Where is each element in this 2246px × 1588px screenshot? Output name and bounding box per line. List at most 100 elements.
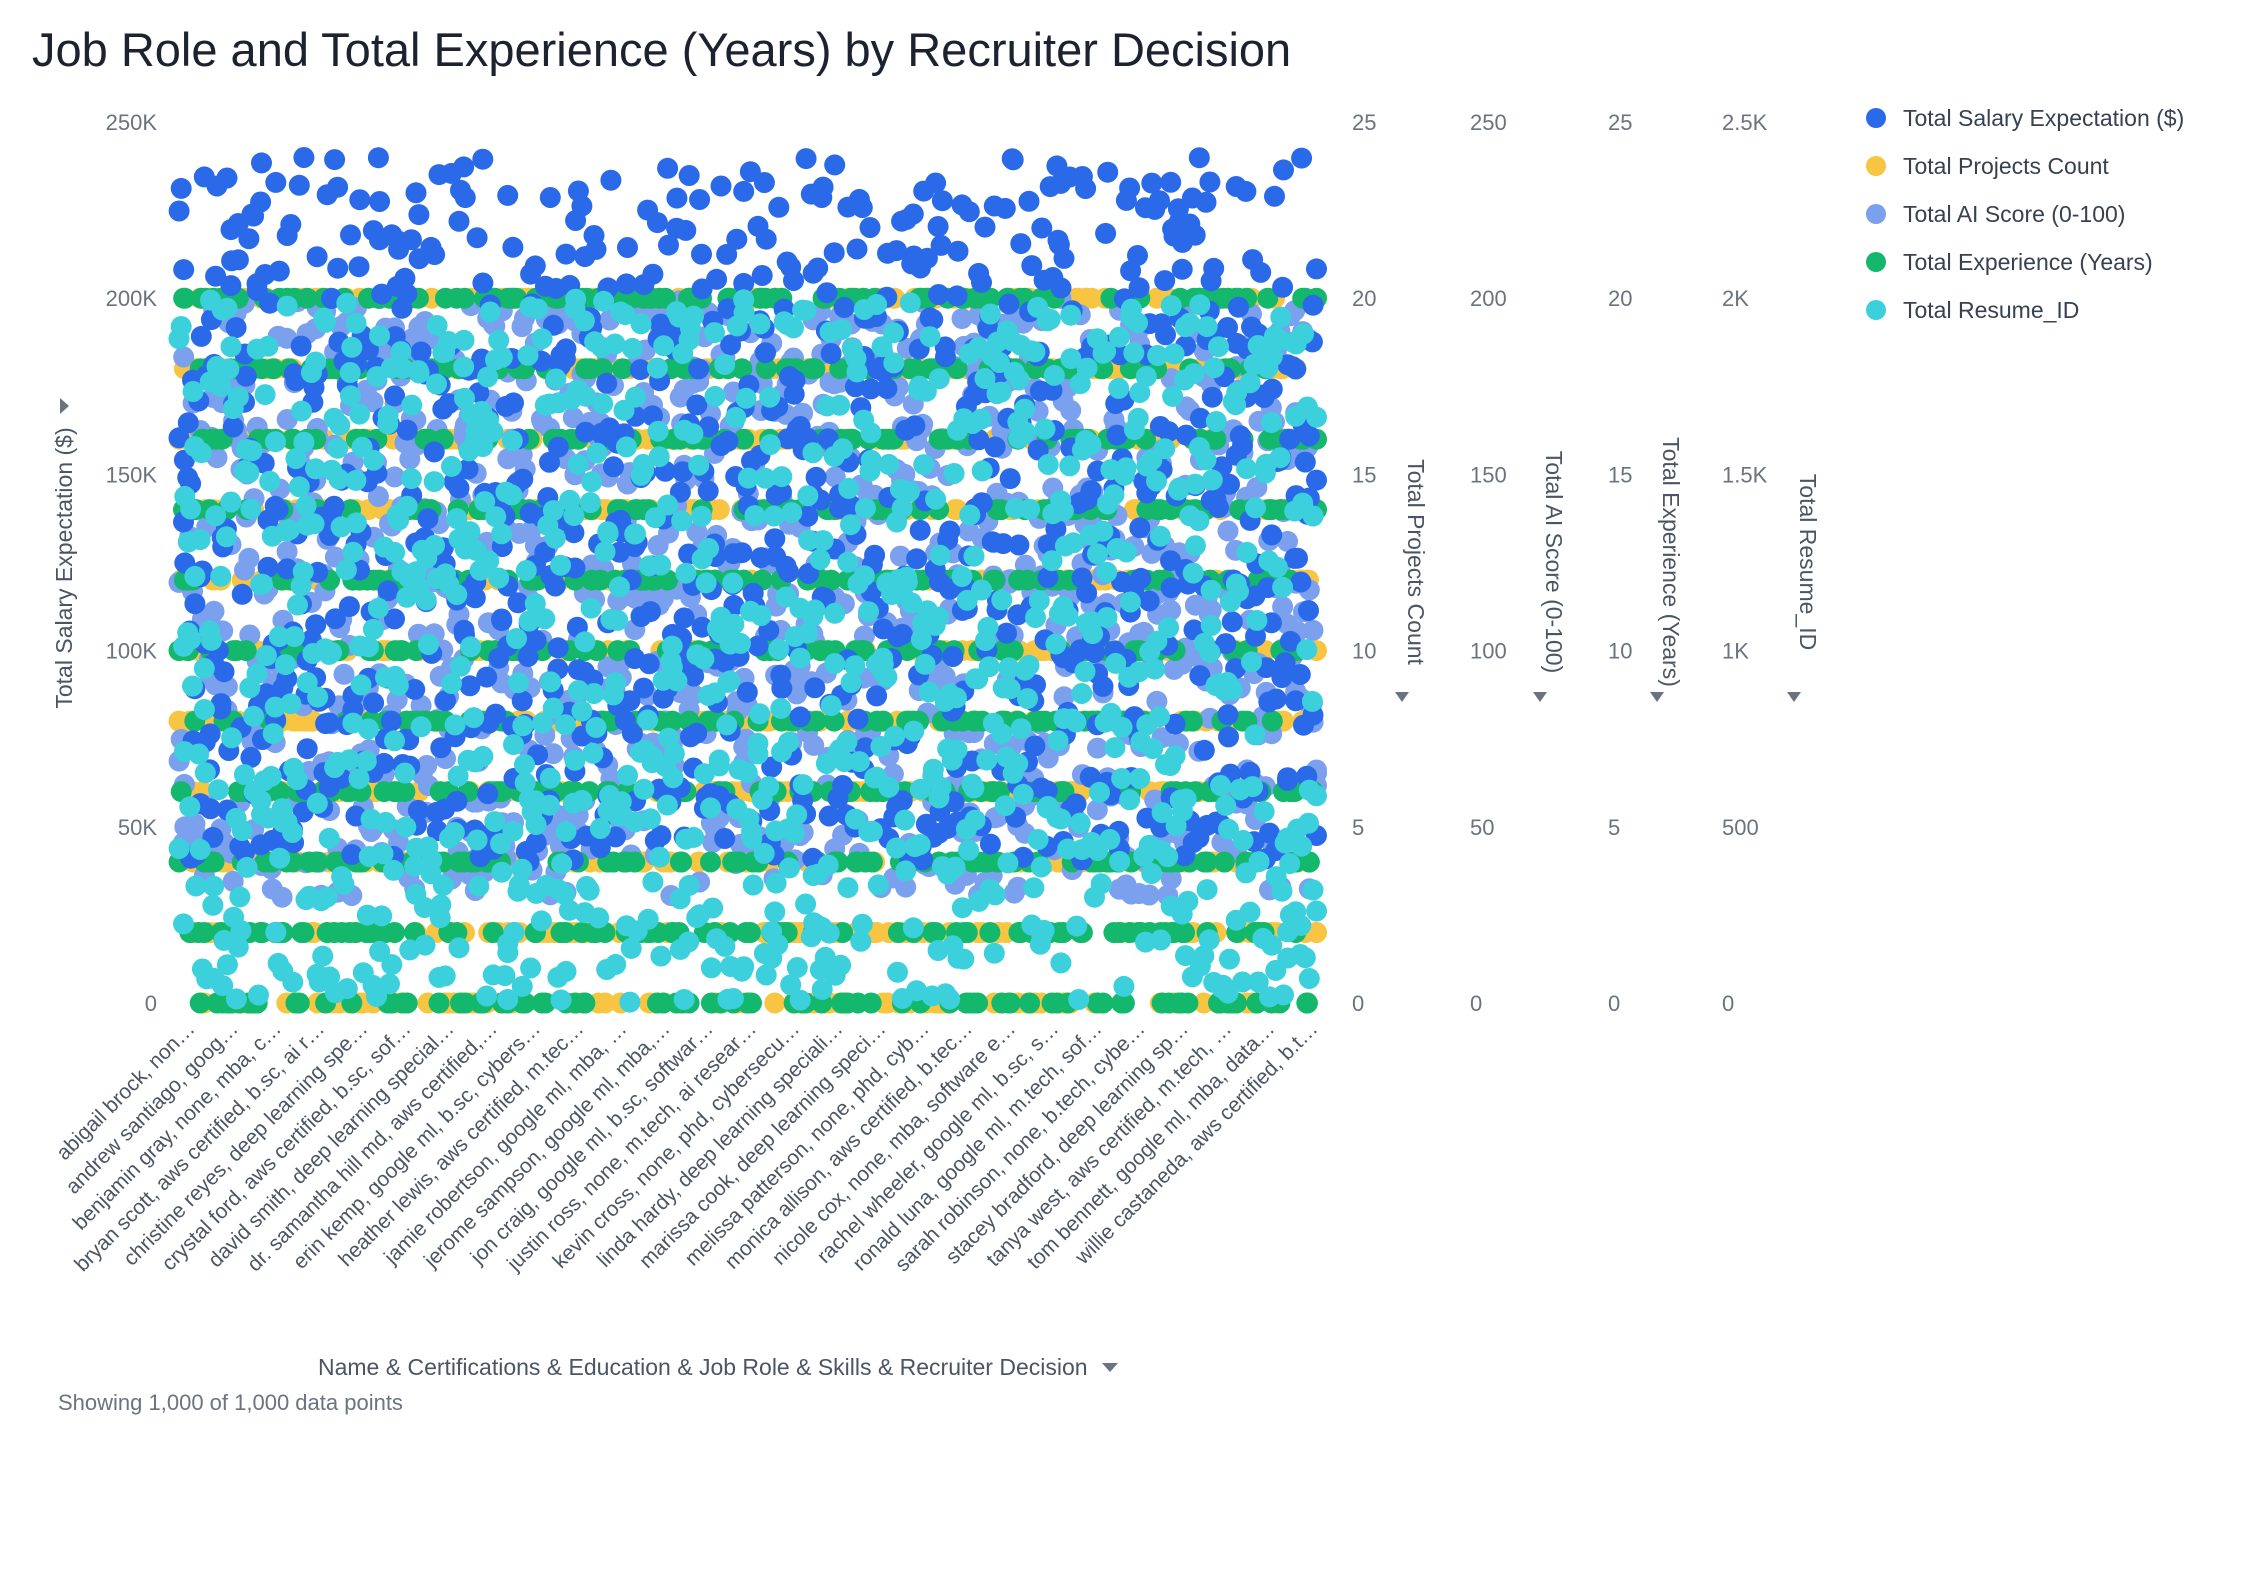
point-total-salary-expectation bbox=[824, 154, 846, 176]
point-total-salary-expectation bbox=[823, 242, 845, 264]
point-total-salary-expectation bbox=[225, 317, 247, 339]
point-total-resume-id bbox=[1245, 497, 1266, 519]
point-total-resume-id bbox=[978, 656, 1000, 678]
point-total-salary-expectation bbox=[497, 184, 519, 206]
point-total-ai-score-0-100 bbox=[333, 663, 355, 685]
point-total-salary-expectation bbox=[928, 284, 950, 305]
point-total-resume-id bbox=[1017, 688, 1038, 710]
point-total-resume-id bbox=[837, 551, 859, 573]
point-total-resume-id bbox=[321, 642, 342, 663]
point-total-resume-id bbox=[812, 530, 834, 552]
point-total-ai-score-0-100 bbox=[1138, 884, 1160, 906]
point-total-resume-id bbox=[248, 984, 269, 1006]
point-total-salary-expectation bbox=[544, 575, 566, 597]
point-total-resume-id bbox=[254, 384, 276, 406]
point-total-salary-expectation bbox=[268, 260, 290, 282]
point-total-salary-expectation bbox=[998, 293, 1020, 315]
point-total-resume-id bbox=[395, 816, 417, 838]
point-total-resume-id bbox=[429, 907, 451, 929]
point-total-resume-id bbox=[597, 523, 619, 544]
point-total-resume-id bbox=[1149, 525, 1171, 547]
point-total-resume-id bbox=[588, 907, 610, 929]
point-total-resume-id bbox=[1298, 968, 1320, 989]
point-total-resume-id bbox=[683, 826, 705, 848]
point-total-salary-expectation bbox=[1188, 147, 1210, 169]
point-total-resume-id bbox=[340, 385, 361, 407]
point-total-resume-id bbox=[288, 476, 310, 498]
point-total-resume-id bbox=[182, 675, 203, 697]
point-total-resume-id bbox=[291, 400, 312, 422]
point-total-resume-id bbox=[742, 874, 764, 896]
point-total-resume-id bbox=[683, 305, 704, 327]
point-total-resume-id bbox=[501, 484, 523, 506]
point-total-resume-id bbox=[617, 764, 638, 786]
point-total-resume-id bbox=[503, 734, 524, 756]
point-total-resume-id bbox=[170, 316, 192, 337]
point-total-resume-id bbox=[747, 732, 769, 754]
point-total-resume-id bbox=[883, 352, 905, 374]
point-total-resume-id bbox=[511, 975, 533, 997]
point-total-salary-expectation bbox=[216, 167, 238, 189]
point-total-salary-expectation bbox=[1128, 277, 1150, 299]
point-total-experience-years bbox=[624, 851, 646, 873]
point-total-resume-id bbox=[846, 361, 868, 383]
point-total-ai-score-0-100 bbox=[1217, 520, 1239, 542]
point-total-resume-id bbox=[1219, 948, 1240, 970]
point-total-resume-id bbox=[594, 541, 616, 563]
point-total-resume-id bbox=[1239, 372, 1261, 394]
point-total-resume-id bbox=[630, 313, 652, 335]
point-total-projects-count bbox=[1193, 992, 1215, 1014]
point-total-resume-id bbox=[200, 629, 222, 651]
point-total-projects-count bbox=[764, 992, 786, 1014]
point-total-resume-id bbox=[1163, 343, 1185, 365]
point-total-resume-id bbox=[1135, 366, 1157, 388]
point-total-salary-expectation bbox=[1184, 224, 1206, 246]
point-total-resume-id bbox=[1144, 658, 1166, 680]
point-total-salary-expectation bbox=[697, 480, 719, 502]
point-total-resume-id bbox=[749, 313, 771, 335]
points-layer bbox=[168, 147, 1327, 1014]
point-total-resume-id bbox=[895, 860, 917, 882]
point-total-resume-id bbox=[824, 653, 846, 675]
point-total-salary-expectation bbox=[807, 257, 829, 279]
point-total-resume-id bbox=[944, 856, 966, 878]
point-total-experience-years bbox=[384, 922, 406, 943]
point-total-salary-expectation bbox=[1265, 688, 1287, 710]
point-total-experience-years bbox=[288, 992, 310, 1014]
point-total-salary-expectation bbox=[1149, 190, 1170, 212]
point-total-resume-id bbox=[1050, 952, 1072, 974]
point-total-resume-id bbox=[914, 653, 936, 675]
point-total-resume-id bbox=[899, 292, 921, 314]
point-total-resume-id bbox=[216, 297, 238, 319]
point-total-salary-expectation bbox=[820, 343, 842, 364]
point-total-resume-id bbox=[848, 751, 870, 773]
point-total-salary-expectation bbox=[446, 790, 468, 812]
point-total-ai-score-0-100 bbox=[1060, 400, 1082, 421]
point-total-salary-expectation bbox=[851, 197, 873, 218]
point-total-resume-id bbox=[377, 413, 399, 435]
point-total-ai-score-0-100 bbox=[276, 541, 298, 563]
point-total-salary-expectation bbox=[177, 412, 199, 434]
point-total-resume-id bbox=[530, 910, 552, 932]
point-total-resume-id bbox=[1154, 438, 1176, 460]
point-total-resume-id bbox=[564, 749, 586, 771]
point-total-resume-id bbox=[1183, 363, 1205, 385]
point-total-salary-expectation bbox=[816, 282, 838, 304]
point-total-resume-id bbox=[227, 386, 249, 408]
point-total-resume-id bbox=[215, 526, 237, 548]
point-total-resume-id bbox=[851, 913, 873, 935]
point-total-salary-expectation bbox=[603, 456, 624, 478]
point-total-salary-expectation bbox=[974, 216, 996, 238]
point-total-resume-id bbox=[585, 716, 607, 738]
point-total-resume-id bbox=[173, 913, 194, 935]
point-total-salary-expectation bbox=[324, 149, 346, 171]
point-total-ai-score-0-100 bbox=[416, 755, 438, 776]
point-total-salary-expectation bbox=[1193, 739, 1215, 761]
point-total-salary-expectation bbox=[1154, 270, 1176, 292]
point-total-salary-expectation bbox=[1235, 180, 1257, 202]
point-total-resume-id bbox=[220, 336, 242, 358]
point-total-resume-id bbox=[1298, 812, 1319, 834]
point-total-salary-expectation bbox=[666, 187, 688, 209]
point-total-resume-id bbox=[371, 905, 393, 927]
point-total-resume-id bbox=[1177, 890, 1199, 912]
